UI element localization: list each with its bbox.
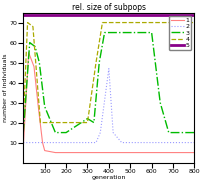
1 [64, 152, 67, 154]
Line: 4: 4 [23, 23, 194, 123]
2 [47, 141, 50, 144]
1 [27, 51, 30, 54]
2 [94, 141, 97, 144]
3 [158, 102, 161, 104]
2 [120, 141, 122, 144]
3 [28, 42, 31, 44]
2 [111, 131, 114, 134]
1 [37, 105, 39, 108]
2 [41, 141, 44, 144]
3 [86, 117, 88, 120]
3 [143, 31, 146, 34]
4 [192, 21, 195, 24]
4 [111, 21, 114, 24]
1 [43, 150, 46, 152]
4 [94, 61, 97, 64]
4 [39, 122, 41, 124]
4 [22, 122, 24, 124]
4 [101, 21, 103, 24]
Legend: 1, 2, 3, 4, 5: 1, 2, 3, 4, 5 [168, 16, 190, 50]
2 [107, 68, 109, 70]
3 [34, 45, 36, 48]
1 [33, 66, 35, 68]
Title: rel. size of subpops: rel. size of subpops [72, 3, 145, 12]
2 [192, 141, 195, 144]
3 [103, 31, 105, 34]
1 [192, 152, 195, 154]
1 [54, 152, 56, 154]
Y-axis label: number of individuals: number of individuals [3, 53, 8, 122]
3 [43, 105, 46, 108]
X-axis label: generation: generation [91, 175, 125, 180]
3 [22, 131, 24, 134]
2 [99, 131, 101, 134]
4 [32, 25, 34, 28]
2 [128, 141, 131, 144]
4 [45, 122, 48, 124]
4 [26, 21, 29, 24]
3 [128, 31, 131, 34]
3 [192, 131, 195, 134]
4 [54, 122, 56, 124]
3 [64, 131, 67, 134]
3 [38, 61, 40, 64]
1 [22, 145, 24, 148]
3 [114, 31, 116, 34]
Line: 3: 3 [23, 33, 194, 132]
3 [92, 122, 95, 124]
3 [150, 31, 152, 34]
3 [54, 131, 56, 134]
3 [175, 131, 178, 134]
1 [41, 141, 44, 144]
Line: 1: 1 [23, 53, 194, 153]
3 [98, 61, 100, 64]
Line: 2: 2 [23, 69, 194, 143]
3 [167, 131, 169, 134]
2 [22, 141, 24, 144]
4 [86, 122, 88, 124]
